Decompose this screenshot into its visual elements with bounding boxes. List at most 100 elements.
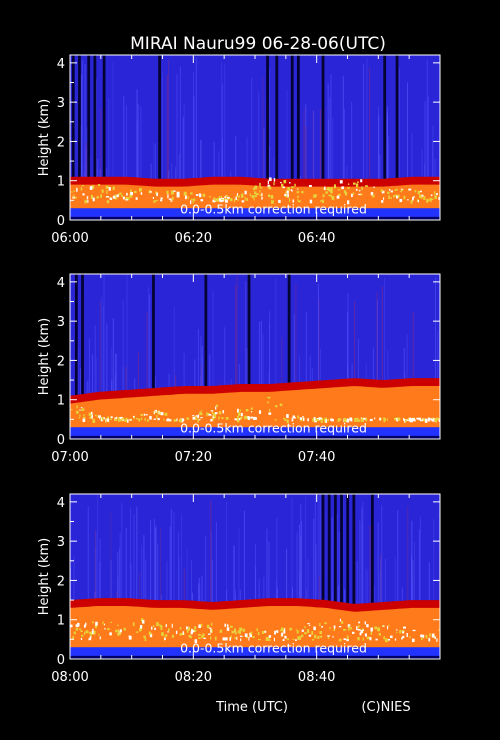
cloud-speck-yellow	[235, 195, 238, 197]
cloud-speck-yellow	[155, 191, 157, 194]
cloud-speck-white	[295, 639, 297, 642]
noise-streak	[362, 502, 364, 636]
cloud-speck-white	[190, 631, 193, 635]
noise-streak	[233, 546, 235, 636]
noise-streak	[329, 97, 331, 197]
noise-streak	[386, 106, 388, 197]
noise-streak	[388, 136, 390, 197]
noise-streak	[180, 513, 182, 636]
noise-streak	[377, 300, 379, 416]
noise-streak	[268, 541, 270, 636]
cloud-speck-white	[267, 184, 271, 188]
cloud-speck-white	[198, 419, 201, 421]
cloud-speck-white	[160, 197, 163, 199]
noise-streak	[99, 301, 101, 416]
noise-streak	[221, 83, 223, 197]
cloud-speck-yellow	[300, 634, 304, 638]
cloud-speck-yellow	[136, 631, 139, 633]
cloud-speck-yellow	[233, 628, 237, 632]
cloud-speck-yellow	[218, 196, 221, 198]
noise-streak	[173, 511, 175, 636]
noise-streak	[97, 494, 99, 636]
cloud-speck-white	[153, 418, 157, 420]
cloud-speck-yellow	[81, 409, 84, 412]
cloud-speck-yellow	[275, 405, 278, 408]
cloud-speck-yellow	[106, 628, 110, 630]
noise-streak	[312, 111, 314, 197]
cloud-speck-yellow	[438, 629, 440, 631]
cloud-speck-yellow	[341, 621, 344, 624]
cloud-speck-white	[359, 632, 362, 636]
cloud-speck-yellow	[327, 187, 330, 191]
cloud-speck-yellow	[436, 417, 439, 421]
cloud-speck-white	[324, 419, 328, 423]
cloud-speck-white	[286, 193, 289, 198]
cloud-speck-yellow	[417, 190, 420, 195]
cloud-speck-white	[226, 627, 230, 631]
cloud-speck-yellow	[216, 198, 219, 202]
cloud-speck-white	[238, 418, 241, 421]
cloud-speck-white	[207, 633, 211, 635]
cloud-speck-white	[164, 637, 166, 641]
cloud-speck-white	[248, 636, 250, 641]
cloud-speck-white	[219, 196, 221, 200]
noise-streak	[235, 285, 237, 416]
cloud-speck-yellow	[190, 192, 193, 195]
y-tick-label: 2	[57, 354, 65, 369]
cloud-speck-yellow	[190, 198, 193, 200]
cloud-speck-yellow	[98, 184, 101, 186]
cloud-speck-white	[156, 192, 159, 197]
noise-streak	[305, 126, 307, 197]
cloud-speck-yellow	[81, 408, 85, 411]
cloud-speck-yellow	[214, 199, 218, 201]
noise-streak	[268, 146, 270, 197]
noise-streak	[437, 331, 439, 416]
cloud-speck-yellow	[414, 190, 417, 193]
cloud-speck-yellow	[407, 418, 410, 420]
cloud-speck-yellow	[140, 618, 144, 622]
lidar-panel: 0.0-0.5km correction required 0 1 2 3 4 Height…	[37, 54, 441, 246]
cloud-speck-white	[362, 629, 365, 631]
cloud-speck-yellow	[236, 418, 240, 423]
cloud-speck-yellow	[324, 417, 327, 420]
noise-streak	[133, 513, 135, 636]
cloud-speck-yellow	[194, 629, 197, 632]
cloud-speck-yellow	[337, 189, 341, 191]
cloud-speck-yellow	[85, 630, 89, 634]
signal-gap	[370, 494, 374, 624]
cloud-speck-yellow	[139, 628, 142, 632]
cloud-speck-yellow	[82, 414, 86, 416]
noise-streak	[381, 286, 383, 416]
cloud-speck-yellow	[189, 626, 191, 630]
cloud-speck-yellow	[203, 634, 205, 636]
cloud-speck-yellow	[330, 194, 332, 198]
cloud-speck-yellow	[311, 631, 314, 635]
cloud-speck-white	[280, 181, 282, 184]
noise-streak	[106, 323, 108, 416]
cloud-speck-white	[153, 411, 155, 415]
cloud-speck-yellow	[115, 630, 117, 633]
noise-streak	[369, 525, 371, 636]
correction-note: 0.0-0.5km correction required	[180, 420, 367, 435]
backscatter-image	[70, 55, 440, 220]
cloud-speck-white	[291, 190, 293, 192]
cloud-speck-yellow	[102, 621, 104, 625]
cloud-speck-white	[281, 632, 284, 637]
cloud-speck-yellow	[253, 196, 255, 201]
cloud-speck-yellow	[239, 627, 243, 631]
cloud-speck-yellow	[321, 199, 324, 204]
cloud-speck-yellow	[268, 636, 270, 639]
cloud-speck-white	[422, 634, 425, 639]
cloud-speck-white	[356, 188, 358, 191]
noise-streak	[369, 67, 371, 197]
cloud-speck-yellow	[366, 636, 370, 640]
cloud-speck-white	[122, 196, 125, 200]
cloud-speck-yellow	[88, 412, 91, 416]
cloud-speck-yellow	[317, 635, 320, 640]
noise-streak	[330, 74, 332, 197]
cloud-speck-yellow	[112, 186, 115, 191]
noise-streak	[379, 154, 381, 197]
cloud-speck-white	[412, 417, 415, 422]
noise-streak	[85, 149, 87, 197]
noise-streak	[314, 495, 316, 636]
